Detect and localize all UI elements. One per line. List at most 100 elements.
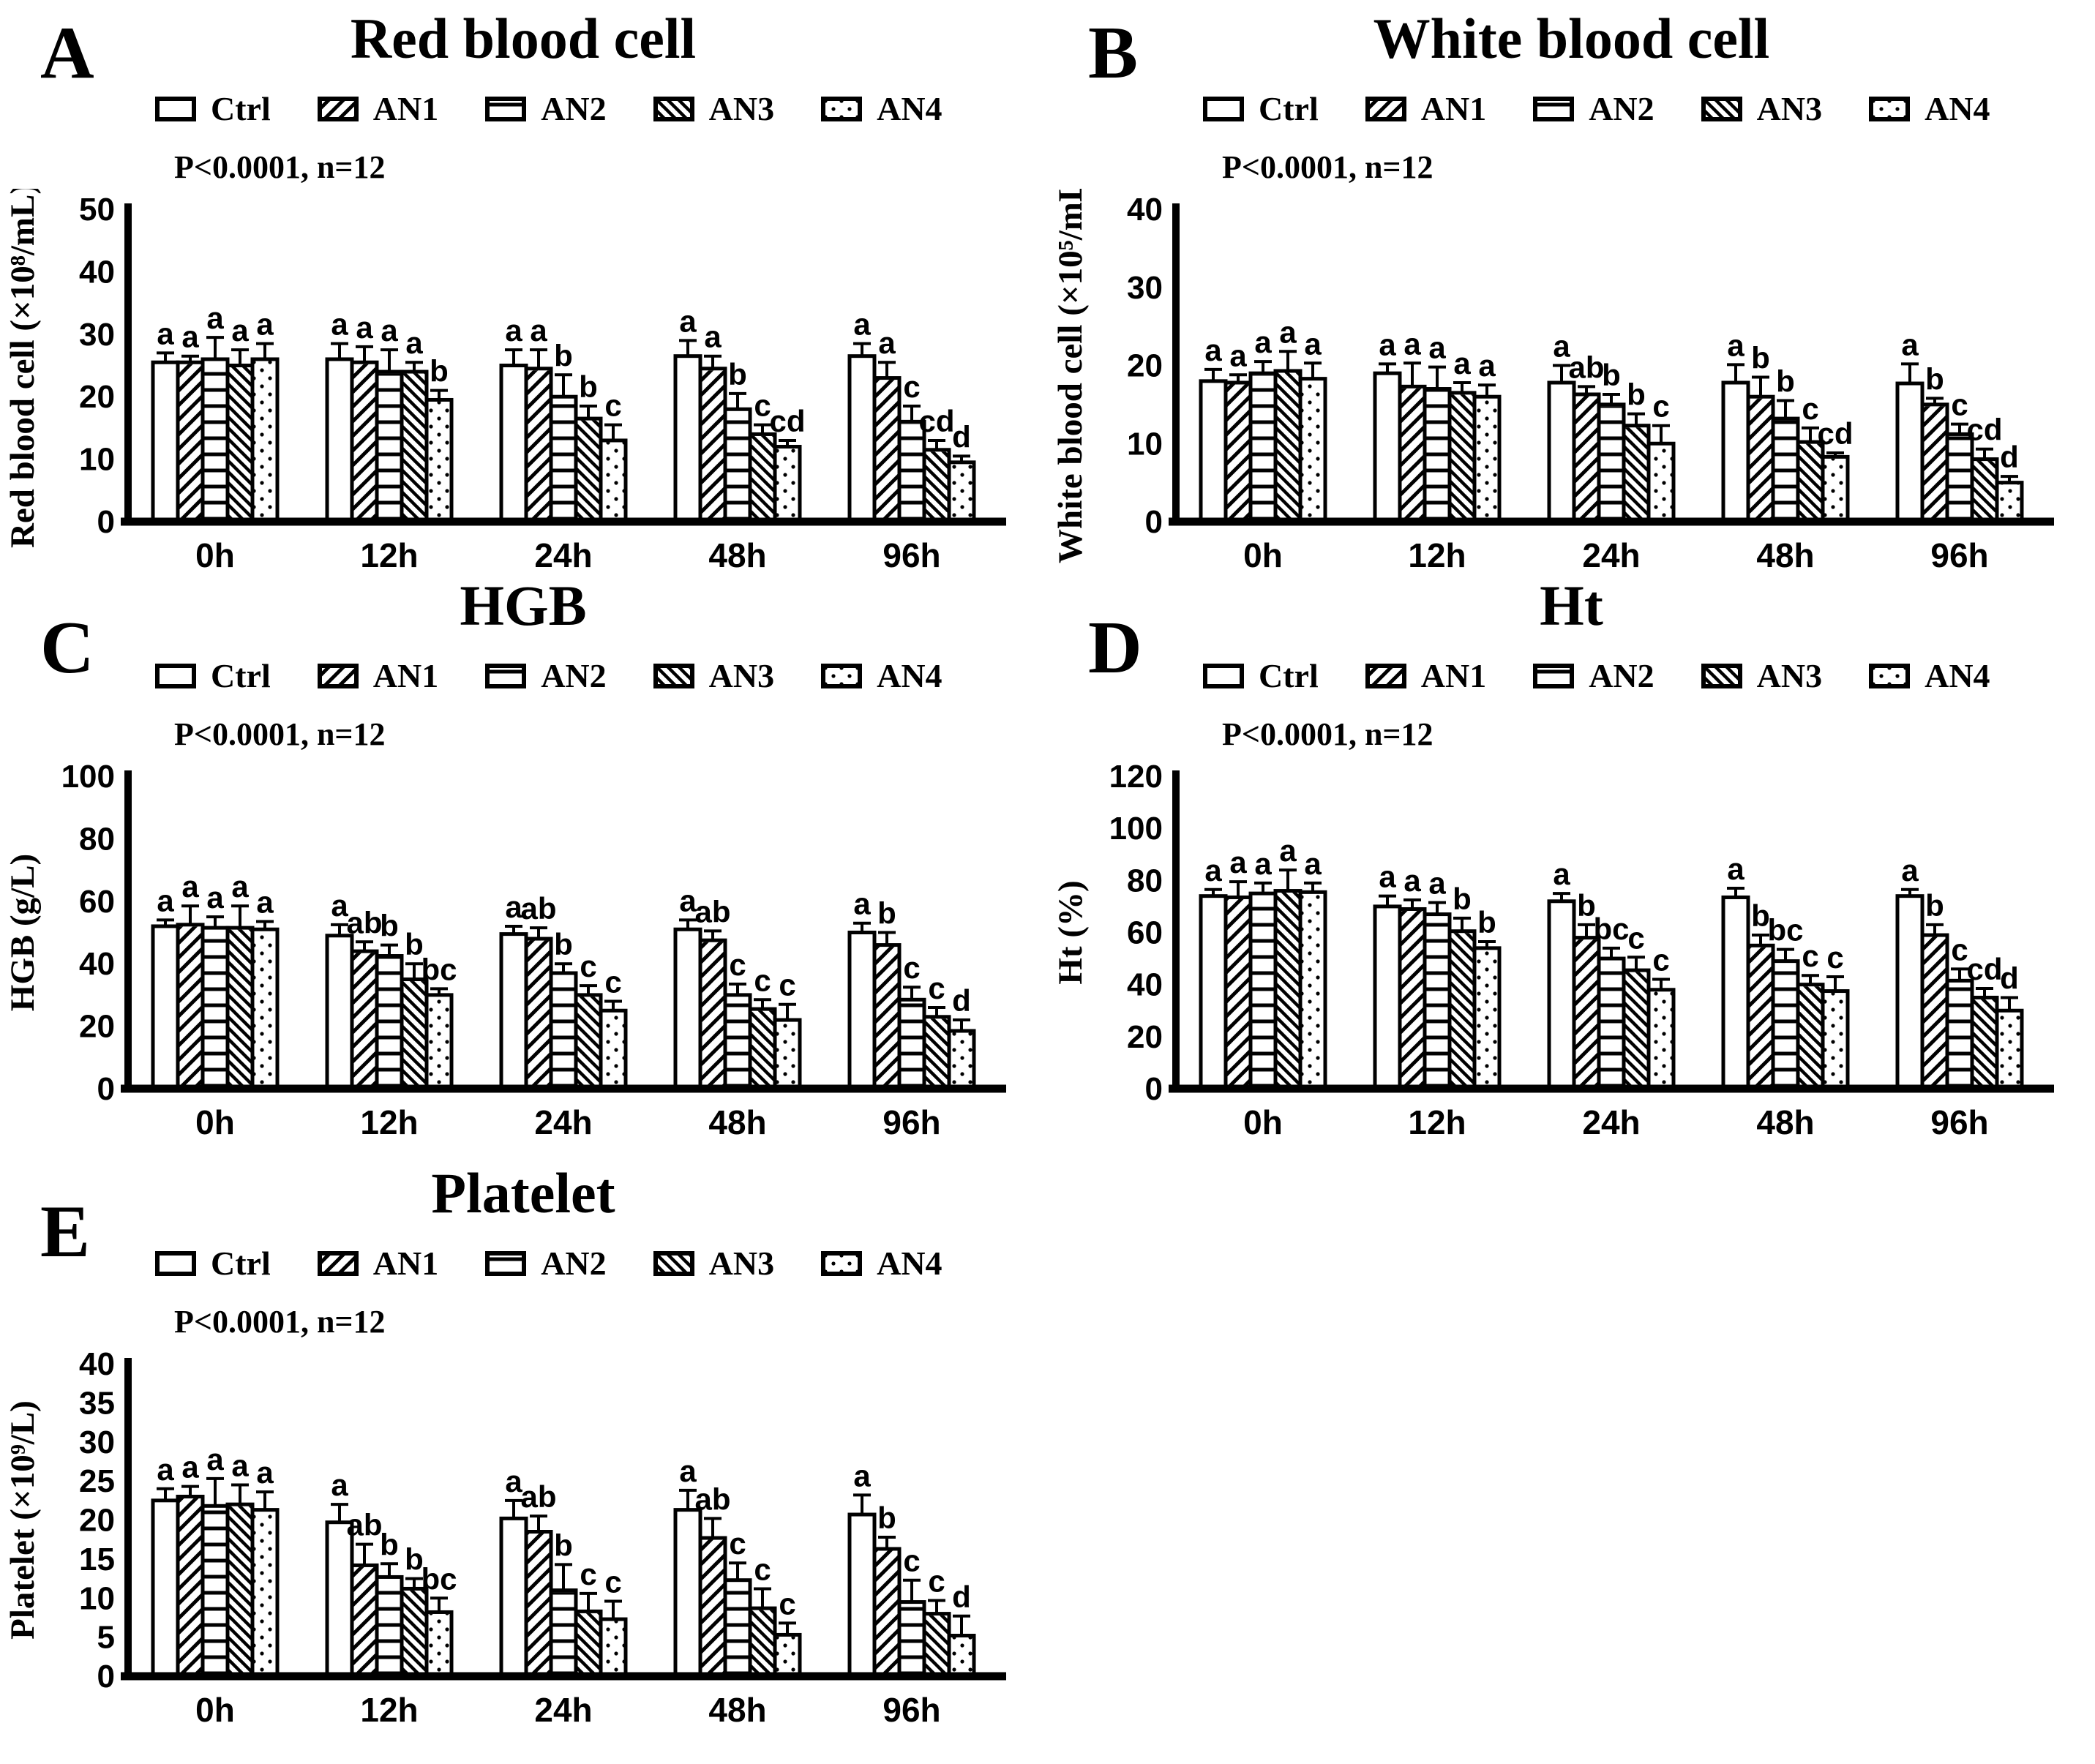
bar-pattern-fill (727, 997, 749, 1087)
y-tick-label: 30 (79, 317, 115, 353)
legend-item-ctrl: Ctrl (155, 1244, 271, 1283)
y-tick-label: 40 (1127, 192, 1163, 228)
bar-pattern-fill (1750, 398, 1772, 520)
significance-letter: a (1403, 863, 1421, 898)
significance-note: P<0.0001, n=12 (1222, 716, 1433, 752)
bar-pattern-fill (378, 373, 400, 520)
bar-pattern-fill (428, 401, 450, 520)
bar-pattern-fill (204, 929, 226, 1087)
significance-letter: cd (1966, 413, 2002, 447)
bar-pattern-fill (1750, 947, 1772, 1087)
significance-letter: a (181, 320, 199, 354)
bar-pattern-fill (951, 1637, 972, 1675)
y-tick-label: 60 (79, 884, 115, 920)
significance-letter: ab (520, 1479, 556, 1514)
bar-pattern-fill (1426, 391, 1448, 520)
significance-letter: a (181, 1450, 199, 1485)
significance-letter: bc (421, 1561, 457, 1596)
significance-letter: b (1453, 882, 1472, 916)
bar-pattern-fill (353, 953, 375, 1087)
bar-pattern-fill (577, 1613, 599, 1675)
bar-pattern-fill (876, 380, 898, 520)
bar-pattern-fill (776, 1636, 798, 1675)
bar-pattern-fill (1302, 893, 1324, 1087)
bar-pattern-fill (1451, 394, 1473, 520)
bar-pattern-fill (1401, 388, 1423, 520)
bar-pattern-fill (378, 958, 400, 1087)
panel-white-blood-cell: B White blood cell Ctrl AN1 AN2 AN3 AN4 P<0.… (1048, 0, 2095, 574)
bar-pattern-fill (1924, 937, 1946, 1087)
significance-letter: b (877, 1501, 896, 1535)
bar-pattern-fill (776, 1021, 798, 1087)
y-tick-label: 40 (79, 254, 115, 290)
significance-letter: a (530, 313, 547, 348)
bar-pattern-fill (353, 1566, 375, 1675)
bar-pattern-fill (752, 435, 773, 520)
bar-pattern-fill (1600, 406, 1622, 520)
significance-letter: a (356, 310, 373, 345)
significance-letter: b (1627, 378, 1646, 412)
significance-letter: c (580, 1557, 596, 1591)
significance-letter: c (754, 1552, 771, 1586)
significance-letter: cd (1966, 952, 2002, 986)
significance-letter: a (1304, 326, 1322, 361)
significance-letter: ab (346, 1508, 382, 1542)
bar-ctrl-48h (1721, 895, 1750, 1091)
legend-label: AN3 (1756, 657, 1823, 694)
significance-letter: a (1229, 338, 1247, 372)
bar-pattern-fill (1625, 972, 1647, 1087)
y-tick-label: 100 (1109, 811, 1163, 847)
significance-letter: c (928, 1564, 945, 1598)
y-tick-label: 80 (79, 821, 115, 857)
significance-letter: b (1925, 361, 1944, 396)
legend-label: AN4 (877, 657, 942, 694)
bar-pattern-fill (1600, 960, 1622, 1087)
horizontal-lines-swatch-icon (485, 663, 527, 688)
y-tick-label: 35 (79, 1385, 115, 1421)
bar-pattern-fill (403, 1590, 425, 1675)
y-tick-label: 0 (1145, 504, 1163, 540)
significance-letter: a (853, 887, 871, 921)
significance-letter: ab (694, 1482, 730, 1516)
bar-pattern-fill (229, 929, 251, 1087)
y-tick-label: 40 (79, 1346, 115, 1382)
diagonal-hatch-reverse-swatch-icon (1701, 663, 1742, 688)
legend-item-an3: AN3 (653, 1244, 774, 1283)
significance-letter: c (903, 950, 920, 985)
legend-item-an4: AN4 (821, 89, 942, 128)
bar-pattern-fill (577, 420, 599, 520)
significance-letter: a (231, 313, 249, 348)
bar-ctrl-12h (325, 357, 354, 524)
bar-pattern-fill (727, 410, 749, 520)
bar-ctrl-48h (1721, 380, 1750, 524)
significance-letter: c (580, 949, 596, 983)
diagonal-hatch-swatch-icon (317, 1250, 359, 1276)
bar-pattern-fill (702, 942, 724, 1087)
bar-pattern-fill (876, 1550, 898, 1675)
significance-letter: a (1279, 833, 1297, 868)
significance-note: P<0.0001, n=12 (174, 149, 386, 185)
bar-ctrl-24h (1547, 899, 1576, 1091)
significance-letter: a (1428, 331, 1446, 365)
significance-letter: b (380, 909, 399, 943)
y-tick-label: 10 (79, 442, 115, 478)
bar-pattern-fill (702, 1539, 724, 1675)
significance-letter: c (1802, 391, 1818, 426)
legend-item-ctrl: Ctrl (155, 656, 271, 695)
bar-pattern-fill (1302, 380, 1324, 520)
panel-platelet: E Platelet Ctrl AN1 AN2 AN3 AN4 P<0.0001, n=… (0, 1155, 1046, 1762)
x-tick-label: 12h (360, 1103, 418, 1141)
bar-pattern-fill (602, 1621, 624, 1675)
bar-ctrl-12h (325, 934, 354, 1091)
legend-item-an2: AN2 (1533, 89, 1654, 128)
bar-ctrl-96h (1895, 381, 1925, 524)
bar-pattern-fill (1799, 986, 1821, 1087)
bar-pattern-fill (1949, 982, 1971, 1087)
horizontal-lines-swatch-icon (1533, 96, 1575, 121)
legend-item-an3: AN3 (1701, 89, 1822, 128)
legend: Ctrl AN1 AN2 AN3 AN4 (155, 89, 1046, 128)
chart: 0 10 20 30 40 50 Red blood cell (×10⁸/mL) a a a a a… (0, 183, 1046, 604)
significance-letter: b (1751, 341, 1770, 375)
bar-ctrl-24h (1547, 380, 1576, 524)
significance-letter: d (952, 419, 971, 454)
